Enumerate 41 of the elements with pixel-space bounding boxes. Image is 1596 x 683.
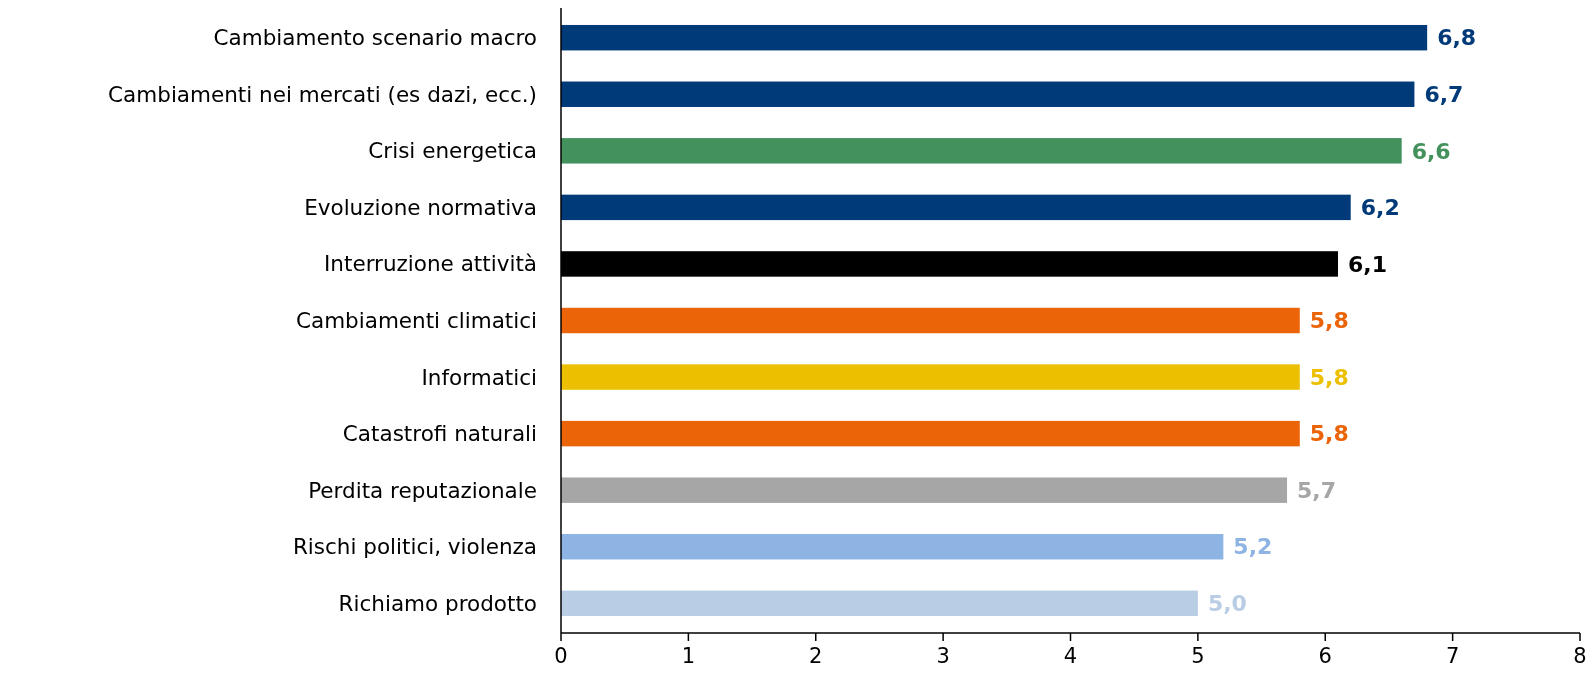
data-label: 5,8: [1309, 364, 1349, 390]
x-tick-label: 6: [1318, 644, 1332, 668]
data-label: 6,1: [1347, 251, 1387, 277]
bar: [561, 24, 1428, 51]
bar: [561, 194, 1351, 221]
data-label: 5,0: [1207, 591, 1247, 617]
x-tick-label: 5: [1191, 644, 1205, 668]
x-tick-label: 0: [554, 644, 568, 668]
data-label: 5,2: [1233, 534, 1273, 560]
x-tick-label: 8: [1573, 644, 1587, 668]
y-tick-label: Interruzione attività: [324, 251, 537, 277]
bar: [561, 138, 1402, 164]
x-tick-label: 7: [1445, 644, 1460, 668]
y-tick-label: Perdita reputazionale: [308, 477, 537, 503]
x-tick-label: 3: [936, 644, 950, 668]
y-tick-label: Catastrofi naturali: [342, 421, 537, 447]
data-label: 5,8: [1309, 421, 1349, 447]
y-tick-label: Crisi energetica: [368, 138, 537, 164]
data-label: 5,8: [1309, 308, 1349, 334]
y-tick-label: Cambiamenti climatici: [295, 308, 537, 334]
bar: [561, 81, 1415, 107]
bar: [561, 534, 1224, 560]
y-tick-label: Richiamo prodotto: [338, 590, 537, 616]
bar: [561, 307, 1300, 334]
y-tick-label: Cambiamenti nei mercati (es dazi, ecc.): [108, 81, 537, 107]
bar: [561, 364, 1300, 390]
y-tick-label: Evoluzione normativa: [304, 194, 537, 220]
bar: [561, 420, 1300, 447]
y-tick-label: Cambiamento scenario macro: [213, 25, 537, 51]
y-tick-label: Rischi politici, violenza: [292, 534, 537, 560]
data-label: 6,6: [1411, 138, 1451, 164]
data-label: 6,7: [1424, 81, 1464, 107]
y-tick-label: Informatici: [421, 364, 537, 390]
x-tick-label: 4: [1063, 644, 1078, 668]
x-tick-label: 1: [681, 644, 696, 668]
x-tick-label: 2: [809, 644, 823, 668]
bar: [561, 590, 1198, 617]
bar: [561, 477, 1288, 503]
data-label: 6,8: [1437, 25, 1477, 51]
data-label: 5,7: [1297, 477, 1337, 503]
data-label: 6,2: [1360, 195, 1400, 221]
